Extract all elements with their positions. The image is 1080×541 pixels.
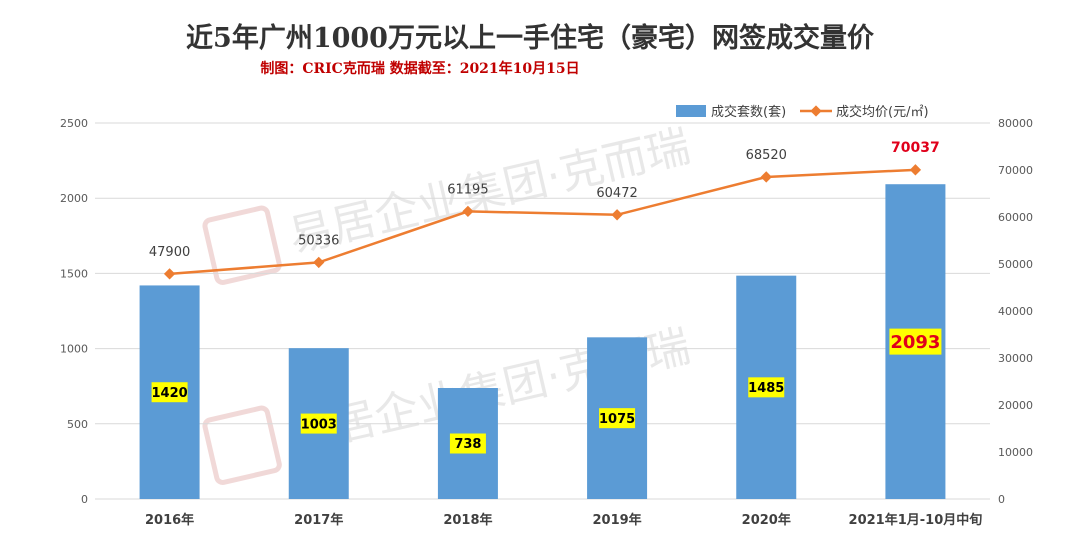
line-value-label: 68520	[746, 148, 787, 163]
y-left-tick-label: 500	[67, 418, 88, 431]
bar-value-label-box	[449, 433, 486, 454]
y-left-tick-label: 2000	[60, 192, 88, 205]
bar-value-label: 2093	[889, 328, 942, 355]
y-right-tick-label: 70000	[998, 164, 1033, 177]
bar-value-label-text: 1420	[151, 386, 187, 401]
bar-value-label-box	[300, 413, 337, 434]
bar-value-label-box	[748, 377, 785, 398]
line-series: 47900 50336 61195 60472 68520 70037	[149, 140, 940, 280]
line-point	[462, 205, 474, 218]
line-point	[760, 171, 772, 183]
bar-value-label: 1420	[151, 382, 188, 403]
line-value-label: 50336	[298, 233, 339, 248]
y-right-tick-label: 10000	[998, 446, 1033, 459]
line-value-label: 60472	[596, 186, 637, 201]
legend: 成交套数(套) 成交均价(元/㎡)	[676, 104, 929, 120]
y-right-tick-label: 40000	[998, 305, 1033, 318]
legend-bar-label: 成交套数(套)	[711, 104, 786, 120]
line-value-label: 70037	[891, 140, 940, 156]
line-point	[611, 209, 623, 221]
bar-value-label-text: 738	[454, 437, 481, 452]
bar-series	[139, 184, 946, 499]
bar-value-label-box	[599, 408, 636, 429]
legend-bar-swatch	[676, 105, 706, 117]
line-path	[169, 168, 916, 276]
bar-value-label-text: 1485	[748, 381, 784, 396]
x-tick-label: 2020年	[742, 512, 791, 528]
x-tick-label: 2019年	[592, 512, 641, 528]
bar-value-label: 1485	[748, 377, 785, 398]
chart-subtitle: 制图：CRIC克而瑞 数据截至：2021年10月15日	[260, 60, 579, 77]
y-right-tick-label: 20000	[998, 399, 1033, 412]
x-tick-label: 2018年	[443, 512, 492, 528]
y-left-tick-label: 2500	[60, 117, 88, 130]
bar-value-label: 1003	[300, 413, 337, 434]
line-point	[909, 164, 922, 176]
y-left-tick-label: 0	[81, 493, 88, 506]
x-tick-label: 2021年1月-10月中旬	[849, 512, 983, 528]
legend-line-label: 成交均价(元/㎡)	[836, 104, 929, 120]
grid	[95, 122, 990, 500]
y-right-tick-label: 30000	[998, 352, 1033, 365]
x-tick-label: 2017年	[294, 512, 343, 528]
line-value-label: 61195	[447, 182, 488, 197]
y-left-tick-label: 1000	[60, 343, 88, 356]
chart-title: 近5年广州1000万元以上一手住宅（豪宅）网签成交量价	[186, 22, 875, 54]
line-point	[313, 256, 325, 269]
y-left-tick-label: 1500	[60, 267, 88, 280]
y-right-tick-label: 0	[998, 493, 1005, 506]
bar-value-label-box	[889, 328, 942, 355]
bar-value-label-text: 1003	[301, 417, 337, 432]
bar-value-label-box	[151, 382, 188, 403]
watermark-seal	[202, 405, 282, 485]
y-right-tick-label: 80000	[998, 117, 1033, 130]
data-labels: 1420 1003 738 1075 1485 2093	[151, 328, 942, 454]
line-point	[163, 268, 176, 280]
watermark-seal	[202, 205, 282, 285]
bar-value-label: 738	[449, 433, 486, 454]
line-value-label: 47900	[149, 245, 190, 260]
bar-value-label-text: 1075	[599, 412, 635, 427]
y-right-tick-label: 60000	[998, 211, 1033, 224]
y-right-tick-label: 50000	[998, 258, 1033, 271]
bar-value-label-text: 2093	[890, 332, 940, 353]
x-tick-label: 2016年	[145, 512, 194, 528]
legend-line-marker	[810, 105, 822, 117]
bar-value-label: 1075	[599, 408, 636, 429]
axes: 0 500 1000 1500 2000 2500 0 10000 20000 30000 4000…	[60, 117, 1033, 528]
